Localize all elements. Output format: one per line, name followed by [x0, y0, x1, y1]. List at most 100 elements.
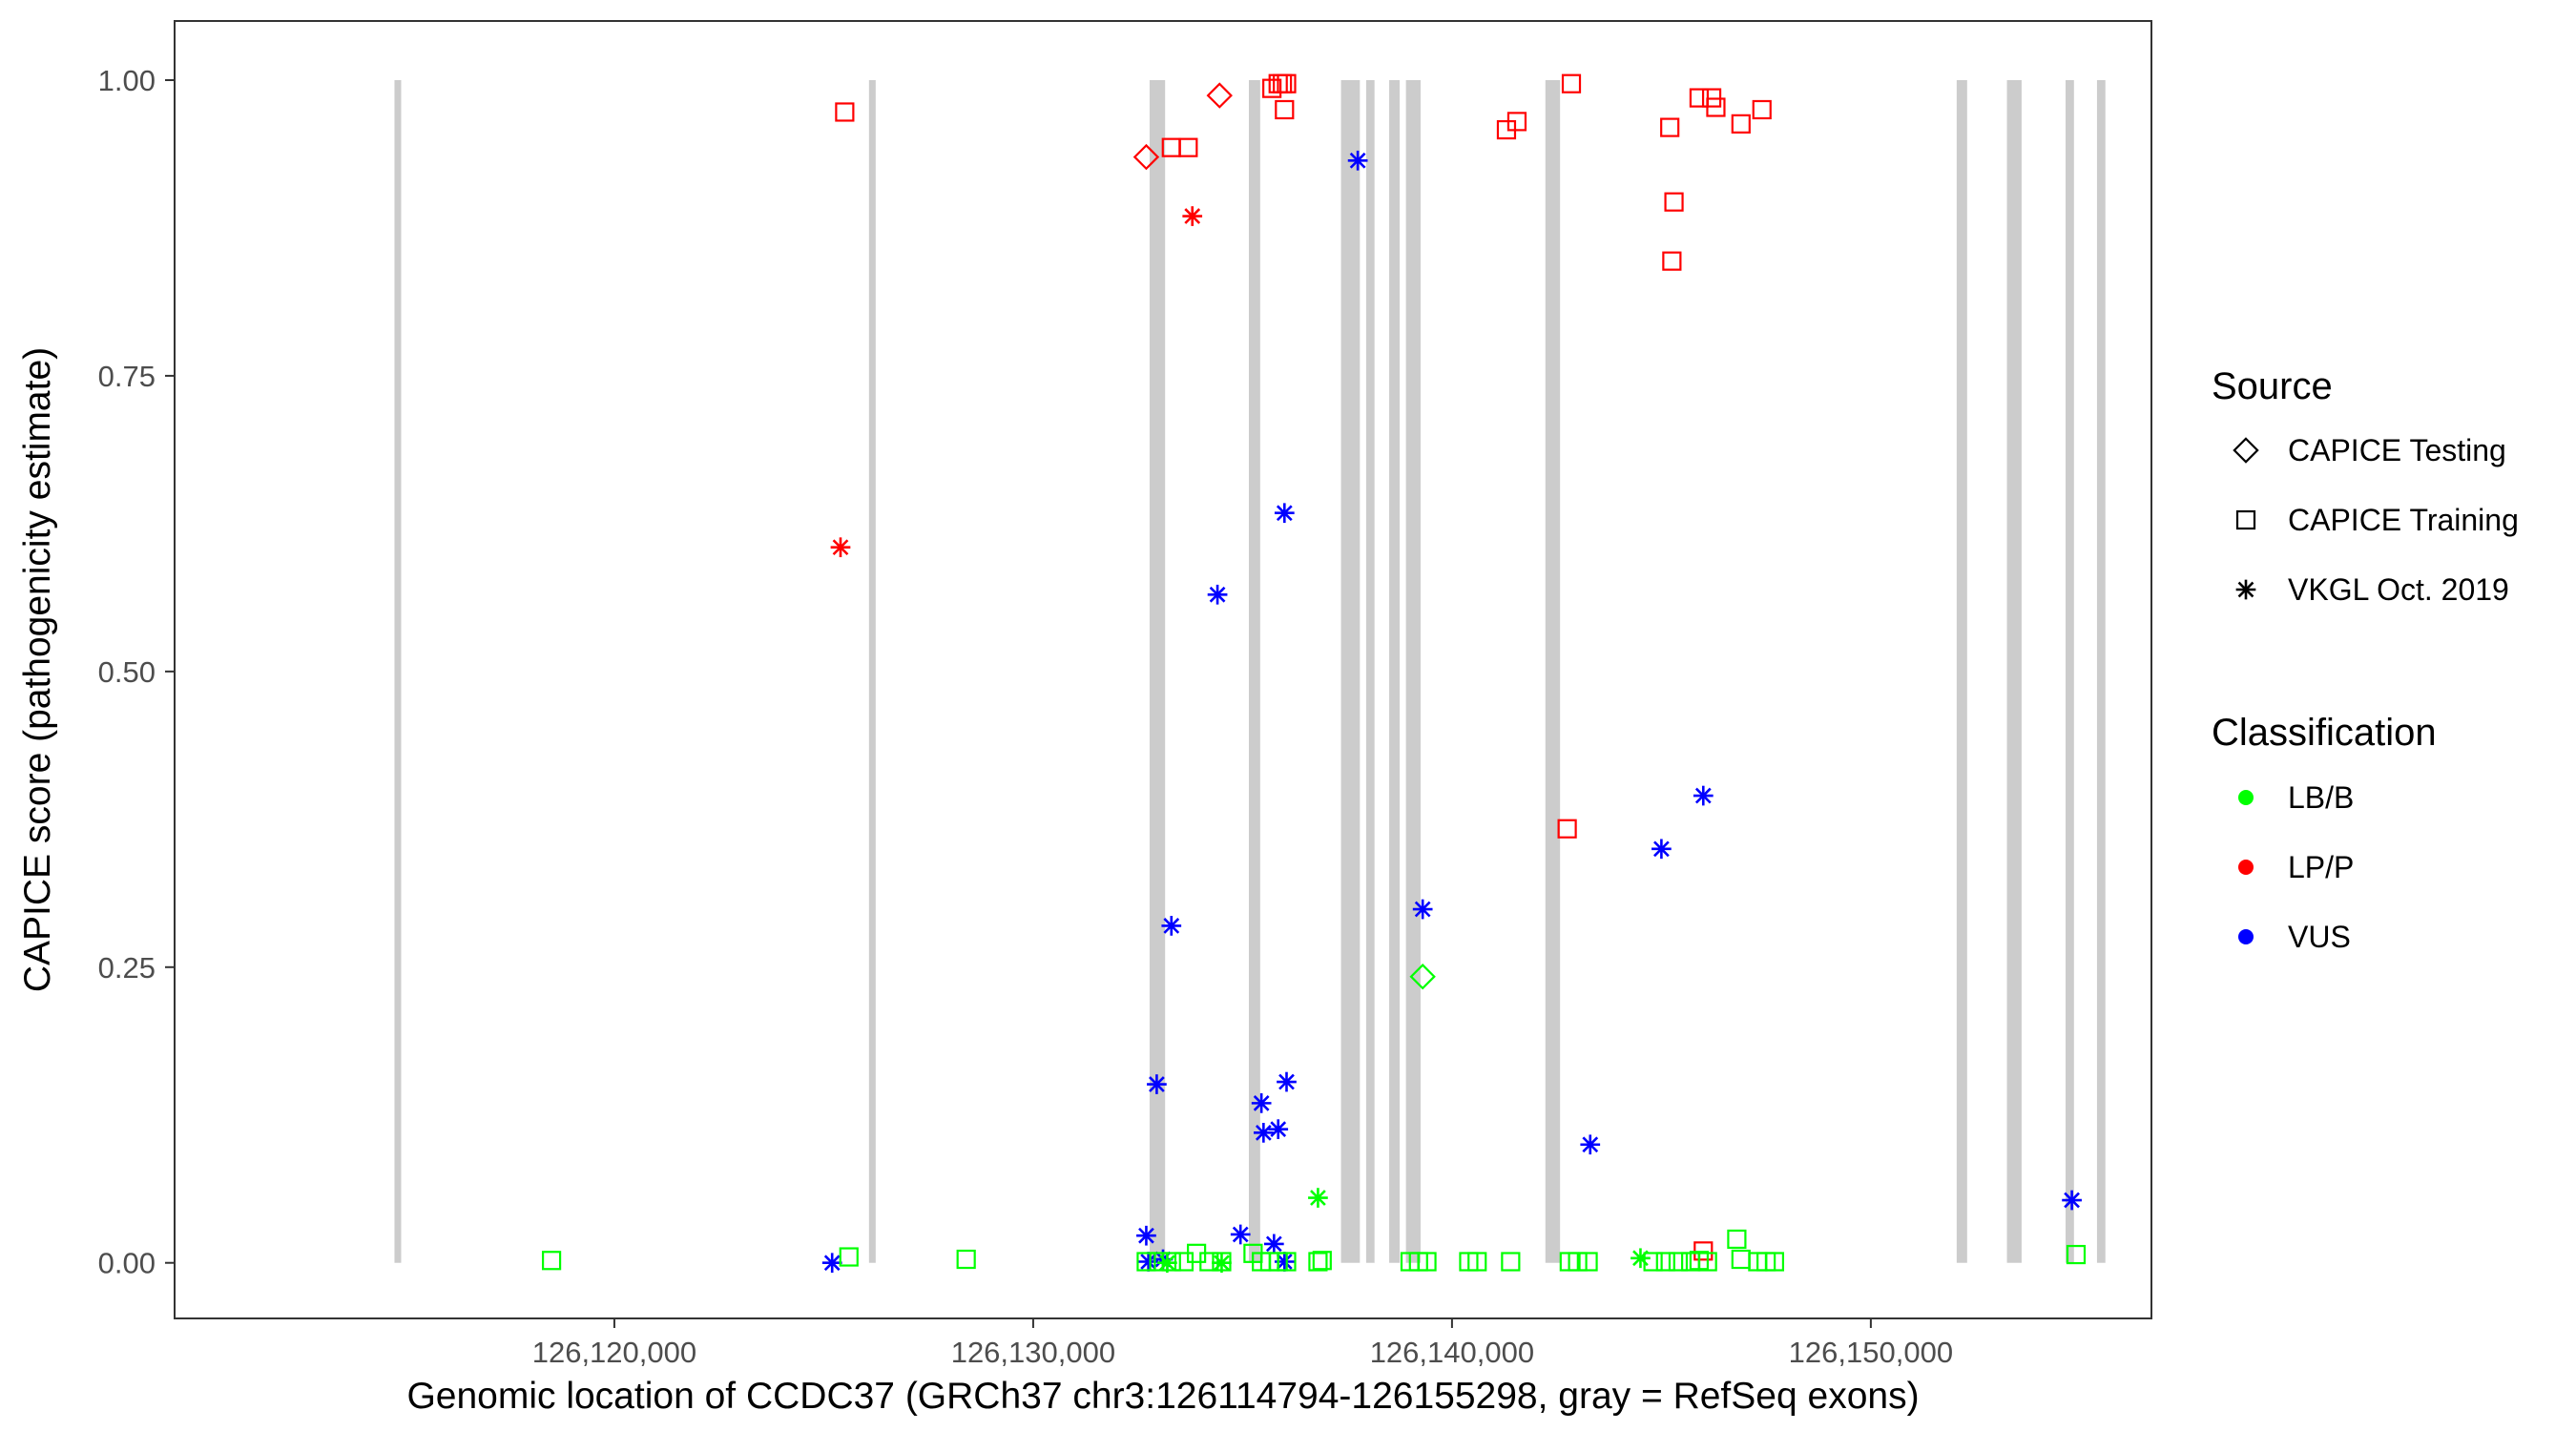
- exon-band: [1389, 79, 1401, 1263]
- legend-key-diamond: [2233, 437, 2259, 464]
- data-point: [1561, 73, 1582, 93]
- data-point: [1268, 1119, 1289, 1139]
- exon-bands: [394, 79, 2106, 1263]
- y-axis-title: CAPICE score (pathogenicity estimate): [17, 347, 58, 992]
- data-point: [1132, 143, 1160, 171]
- x-tick-label: 126,140,000: [1370, 1336, 1534, 1369]
- y-tick-label: 1.00: [98, 64, 156, 97]
- exon-band: [2096, 79, 2106, 1263]
- exon-band: [2006, 79, 2022, 1263]
- data-point: [1409, 964, 1436, 990]
- legend-key-asterisk: [2235, 579, 2256, 600]
- data-point: [1230, 1224, 1251, 1245]
- data-point: [1206, 82, 1233, 109]
- legend-source-items: CAPICE Testing CAPICE Training VKGL Oct. 2…: [2233, 433, 2519, 607]
- data-point: [956, 1249, 976, 1270]
- legend-source-title: Source: [2212, 365, 2333, 407]
- data-point: [839, 1247, 859, 1267]
- data-point: [1136, 1225, 1156, 1246]
- data-point: [1727, 1229, 1747, 1250]
- data-point: [1207, 584, 1228, 605]
- data-point: [1262, 78, 1282, 98]
- x-axis: 126,120,000 126,130,000 126,140,000 126,150…: [532, 1318, 1953, 1369]
- exon-band: [1365, 79, 1375, 1263]
- legend-label: VUS: [2288, 920, 2351, 954]
- data-point: [1557, 819, 1577, 839]
- legend-label: VKGL Oct. 2019: [2288, 572, 2509, 607]
- x-tick-label: 126,150,000: [1789, 1336, 1953, 1369]
- data-point: [1417, 1252, 1437, 1272]
- data-point: [835, 102, 855, 122]
- exon-band: [2066, 79, 2074, 1263]
- legend-label: LB/B: [2288, 780, 2354, 815]
- y-tick-label: 0.75: [98, 360, 156, 393]
- data-point: [1149, 1252, 1169, 1272]
- y-tick-label: 0.25: [98, 951, 156, 985]
- data-point: [1467, 1252, 1487, 1272]
- data-point: [1652, 839, 1672, 860]
- data-point: [1277, 1071, 1297, 1092]
- data-point: [1578, 1252, 1598, 1272]
- data-point: [2066, 1244, 2087, 1265]
- data-point: [1275, 99, 1295, 120]
- data-point: [1412, 899, 1433, 920]
- data-point: [1161, 1252, 1181, 1272]
- data-point: [1212, 1252, 1232, 1272]
- data-point: [1660, 117, 1680, 137]
- y-axis: 0.00 0.25 0.50 0.75 1.00: [98, 64, 175, 1280]
- data-point: [1764, 1252, 1785, 1272]
- legend-key-dot: [2238, 790, 2254, 805]
- data-point: [1251, 1093, 1272, 1113]
- data-point: [1263, 1234, 1284, 1255]
- data-point: [1506, 112, 1527, 132]
- data-point: [541, 1251, 562, 1271]
- data-point: [1662, 251, 1682, 271]
- data-point: [1277, 73, 1297, 93]
- data-point: [1668, 1252, 1689, 1272]
- data-point: [1147, 1074, 1167, 1094]
- data-point: [830, 537, 851, 558]
- exon-band: [1340, 79, 1361, 1263]
- data-point: [1182, 206, 1203, 226]
- exon-band: [394, 79, 402, 1263]
- legend-classification-title: Classification: [2212, 712, 2437, 754]
- legend: Source CAPICE Testing CAPICE Training VKGL…: [2212, 365, 2519, 954]
- data-point: [1312, 1251, 1332, 1271]
- data-points: [541, 73, 2087, 1274]
- legend-label: LP/P: [2288, 850, 2354, 884]
- plot-panel-border: [174, 20, 2152, 1319]
- exon-band: [1545, 79, 1561, 1263]
- data-point: [1697, 1252, 1717, 1272]
- exon-band: [1149, 79, 1166, 1263]
- data-point: [1308, 1252, 1328, 1272]
- x-tick-label: 126,130,000: [951, 1336, 1115, 1369]
- y-tick-label: 0.50: [98, 655, 156, 689]
- y-tick-label: 0.00: [98, 1247, 156, 1280]
- data-point: [1731, 114, 1751, 134]
- legend-key-square: [2235, 509, 2256, 530]
- legend-label: CAPICE Testing: [2288, 433, 2506, 467]
- legend-key-dot: [2238, 860, 2254, 875]
- data-point: [1664, 192, 1684, 212]
- data-point: [1706, 97, 1726, 117]
- exon-band: [1405, 79, 1421, 1263]
- data-point: [1568, 1252, 1588, 1272]
- exon-band: [868, 79, 876, 1263]
- data-point: [1693, 785, 1714, 806]
- data-point: [1655, 1252, 1675, 1272]
- data-point: [1277, 1252, 1297, 1272]
- data-point: [1254, 1123, 1274, 1143]
- data-point: [1580, 1134, 1601, 1155]
- data-point: [1274, 503, 1295, 524]
- exon-band: [1248, 79, 1260, 1263]
- data-point: [1178, 137, 1198, 157]
- data-point: [1136, 1252, 1156, 1272]
- legend-label: CAPICE Training: [2288, 503, 2519, 537]
- x-tick-label: 126,120,000: [532, 1336, 696, 1369]
- data-point: [1347, 150, 1368, 171]
- data-point: [1199, 1252, 1219, 1272]
- data-point: [821, 1253, 842, 1274]
- data-point: [1161, 916, 1182, 936]
